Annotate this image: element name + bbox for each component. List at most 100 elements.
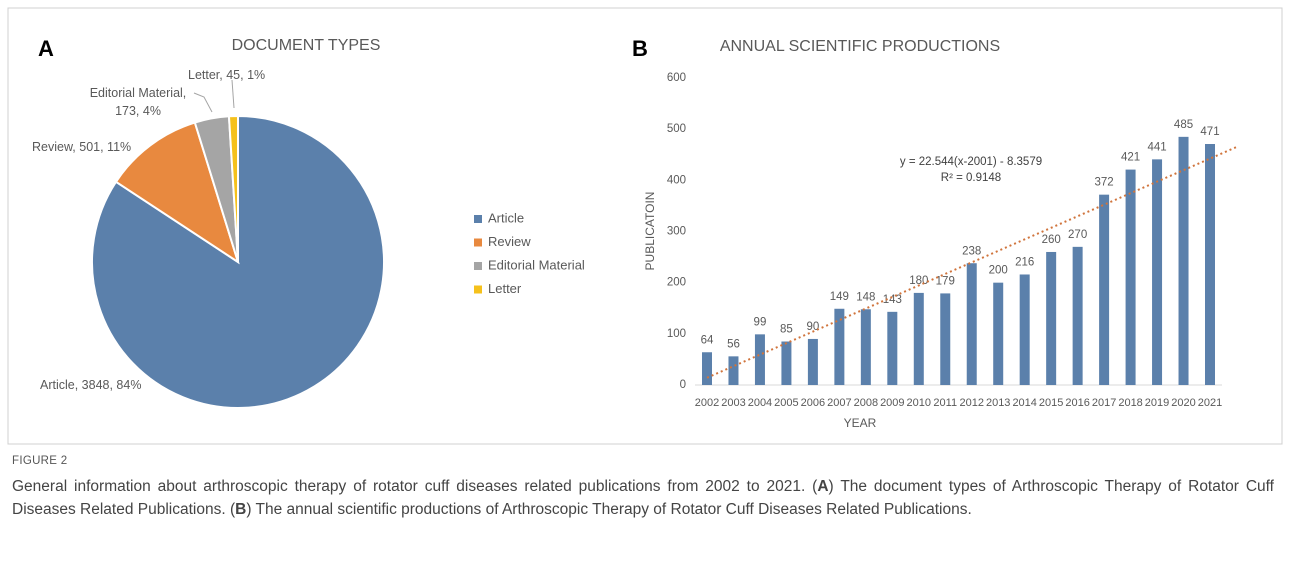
x-tick-label: 2012 [959,397,983,409]
data-label: 148 [856,291,875,303]
bar [993,282,1004,385]
x-tick-label: 2002 [695,397,719,409]
data-label: 99 [754,316,767,328]
caption-text: General information about arthroscopic t… [12,478,818,495]
bar [1205,144,1215,385]
data-label: 143 [883,294,902,306]
data-label: 64 [701,334,714,346]
trendline-equation: y = 22.544(x-2001) - 8.3579 [900,156,1042,168]
data-label: 85 [780,324,793,336]
legend-label: Editorial Material [488,257,585,272]
data-label: 149 [830,291,849,303]
chart-title: ANNUAL SCIENTIFIC PRODUCTIONS [720,38,1000,55]
panel-letter: A [38,36,54,61]
x-tick-label: 2003 [721,397,745,409]
bar [1125,169,1136,385]
data-label: Review, 501, 11% [32,140,132,154]
bar [1072,246,1083,385]
figure-panels: A DOCUMENT TYPES B ANNUAL SCIENTIFIC PRO… [7,7,1283,445]
pie-slice [227,114,239,263]
x-axis-label: YEAR [844,416,877,430]
x-tick-label: 2015 [1039,397,1063,409]
data-label: 216 [1015,257,1034,269]
data-label: 260 [1042,234,1061,246]
trendline [706,146,1237,379]
legend-label: Article [488,210,524,225]
x-tick-label: 2011 [933,397,957,409]
bar [834,308,845,385]
y-tick-label: 400 [667,174,686,186]
trendline-r2: R² = 0.9148 [941,172,1001,184]
bar [1178,136,1189,385]
bar [1046,251,1057,385]
data-label: 56 [727,338,740,350]
bar [966,263,977,385]
caption-panel-ref: B [235,501,247,518]
bar [1152,159,1163,385]
legend-swatch [474,285,482,294]
data-label: 270 [1068,229,1087,241]
legend-label: Letter [488,281,522,296]
caption-text: ) The annual scientific productions of A… [246,501,972,518]
bar [887,311,898,385]
x-tick-label: 2006 [801,397,825,409]
bar [754,334,765,385]
legend-swatch [474,215,482,223]
chart-title: DOCUMENT TYPES [232,37,381,54]
x-tick-label: 2020 [1171,397,1195,409]
x-tick-label: 2010 [907,397,931,409]
pie-slice [114,121,240,265]
y-tick-label: 0 [680,379,686,391]
bar [807,338,818,385]
bar [860,309,871,385]
data-label: 471 [1200,126,1219,138]
bar [781,341,792,385]
x-tick-label: 2018 [1118,397,1142,409]
y-tick-label: 500 [667,123,686,135]
data-label: 421 [1121,152,1140,164]
x-tick-label: 2019 [1145,397,1169,409]
x-tick-label: 2005 [774,397,798,409]
x-tick-label: 2014 [1012,397,1036,409]
y-tick-label: 100 [667,328,686,340]
panel-letter: B [632,36,648,61]
caption-panel-ref: A [817,478,829,495]
bar [913,292,924,385]
bar [1099,194,1110,385]
data-label: Letter, 45, 1% [188,68,266,82]
data-label: Article, 3848, 84% [40,378,142,392]
data-label: 90 [806,321,819,333]
data-label: 200 [989,265,1008,277]
y-tick-label: 300 [667,226,686,238]
legend-swatch [474,262,482,270]
data-label: 179 [936,275,955,287]
data-label: 441 [1147,141,1166,153]
data-label: Editorial Material, 173, 4% [89,86,187,118]
data-label: 238 [962,245,981,257]
x-tick-label: 2008 [854,397,878,409]
y-axis-label: PUBLICATOIN [643,192,657,271]
caption-text: ) The document types of Arthroscopic The… [12,478,1274,518]
bar [702,352,712,385]
frame [7,7,1283,445]
data-label: 372 [1095,177,1114,189]
legend-label: Review [488,234,531,249]
x-tick-label: 2013 [986,397,1010,409]
x-tick-label: 2009 [880,397,904,409]
bar [940,293,951,385]
x-tick-label: 2017 [1092,397,1116,409]
bar [728,356,739,385]
data-label: 485 [1174,119,1193,131]
bar [1019,274,1030,385]
y-tick-label: 200 [667,277,686,289]
figure-caption: General information about arthroscopic t… [12,475,1274,521]
figure-label: FIGURE 2 [12,455,68,467]
x-tick-label: 2016 [1065,397,1089,409]
y-tick-label: 600 [667,72,686,84]
x-tick-label: 2007 [827,397,851,409]
x-tick-label: 2021 [1198,397,1222,409]
x-tick-label: 2004 [748,397,772,409]
legend-swatch [474,238,482,247]
leader-lines [193,79,235,113]
